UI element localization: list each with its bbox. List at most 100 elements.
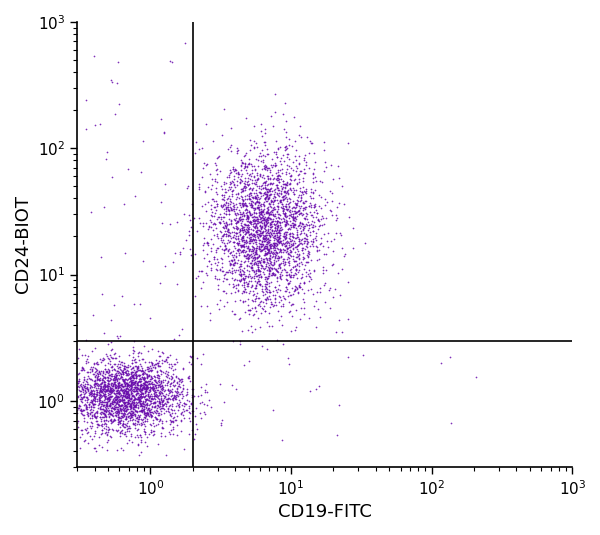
Point — [151, 378, 161, 387]
Point — [273, 222, 283, 231]
Point — [134, 398, 144, 406]
Point — [158, 368, 167, 377]
Point — [259, 213, 269, 222]
Point — [113, 410, 123, 418]
Point — [116, 401, 126, 409]
Point — [163, 394, 173, 402]
Point — [112, 369, 121, 377]
Point — [298, 235, 307, 243]
Point — [125, 380, 135, 389]
Point — [101, 416, 110, 424]
Point — [240, 257, 250, 265]
Point — [253, 169, 262, 177]
Point — [238, 297, 248, 305]
Point — [245, 170, 255, 178]
Point — [271, 224, 280, 233]
Point — [276, 215, 286, 223]
Point — [228, 163, 238, 172]
Point — [322, 237, 332, 246]
Point — [280, 211, 290, 219]
Point — [280, 294, 290, 303]
Point — [122, 384, 131, 393]
Point — [251, 247, 260, 255]
Point — [292, 196, 302, 204]
Point — [104, 412, 114, 421]
Point — [103, 401, 112, 410]
Point — [251, 292, 261, 300]
Point — [232, 193, 241, 201]
Point — [251, 258, 261, 267]
Point — [104, 376, 113, 384]
Point — [136, 386, 145, 394]
Point — [296, 191, 306, 200]
Point — [130, 407, 140, 415]
Point — [121, 389, 131, 398]
Point — [113, 366, 122, 375]
Point — [116, 372, 126, 381]
Point — [257, 157, 266, 165]
Point — [103, 435, 113, 444]
Point — [239, 220, 248, 228]
Point — [236, 270, 246, 278]
Point — [263, 227, 272, 235]
Point — [98, 391, 108, 400]
Point — [250, 325, 260, 333]
Point — [127, 407, 136, 416]
Point — [265, 180, 274, 188]
Point — [114, 389, 124, 398]
Point — [236, 235, 245, 243]
Point — [123, 371, 133, 379]
Point — [85, 389, 95, 398]
Point — [242, 243, 252, 252]
Point — [124, 392, 134, 401]
Point — [270, 283, 280, 292]
Point — [106, 386, 115, 395]
Point — [288, 289, 298, 298]
Point — [286, 271, 296, 279]
Point — [228, 165, 238, 173]
Point — [241, 201, 250, 209]
Point — [252, 249, 262, 258]
Point — [243, 225, 253, 233]
Point — [78, 386, 88, 394]
Point — [146, 379, 156, 387]
Point — [103, 394, 112, 402]
Point — [118, 358, 127, 366]
Point — [245, 306, 254, 315]
Point — [163, 381, 172, 389]
Point — [249, 235, 259, 244]
Point — [133, 384, 143, 393]
Point — [187, 392, 196, 401]
Point — [164, 386, 174, 395]
Point — [252, 243, 262, 252]
Point — [275, 218, 284, 226]
Point — [209, 231, 219, 239]
Point — [130, 368, 140, 377]
Point — [266, 229, 276, 238]
Point — [217, 259, 227, 268]
Point — [115, 404, 125, 412]
Point — [103, 398, 112, 406]
Point — [232, 223, 242, 231]
Point — [99, 400, 109, 409]
Point — [269, 239, 278, 247]
Point — [232, 219, 241, 227]
Point — [266, 196, 276, 205]
Point — [143, 378, 152, 386]
Point — [232, 246, 242, 254]
Point — [225, 169, 235, 178]
Point — [170, 416, 179, 424]
Point — [104, 367, 114, 376]
Point — [133, 414, 142, 422]
Point — [290, 220, 299, 229]
Point — [254, 198, 264, 207]
Point — [206, 205, 215, 213]
Point — [297, 260, 307, 269]
Point — [142, 381, 152, 390]
Point — [232, 165, 241, 174]
Point — [244, 213, 253, 222]
Point — [173, 392, 183, 400]
Point — [124, 380, 133, 389]
Point — [236, 161, 246, 170]
Point — [91, 408, 101, 417]
